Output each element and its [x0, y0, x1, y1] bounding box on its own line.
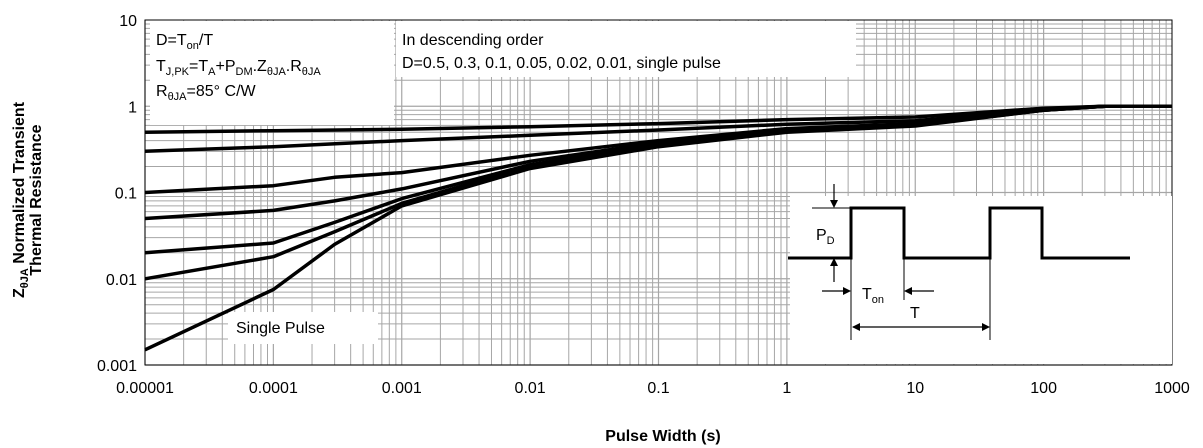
x-tick-label: 0.1: [647, 380, 669, 397]
pd-arrowhead-bottom: [830, 258, 838, 266]
pulse-waveform: [788, 206, 1130, 260]
ton-arrowhead-left: [843, 287, 851, 295]
x-tick-label: 100: [1030, 380, 1057, 397]
x-axis-title: Pulse Width (s): [605, 428, 720, 445]
t-arrowhead-right: [982, 323, 990, 331]
y-axis-title-line-2: Thermal Resistance: [28, 124, 45, 275]
ton-label: Ton: [862, 286, 884, 306]
series-line-7: [144, 104, 1172, 352]
y-tick-label: 10: [119, 13, 137, 30]
single-pulse-label-box: Single Pulse: [228, 312, 378, 344]
x-tick-label: 1000: [1154, 380, 1190, 397]
formula-box: D=Ton/T TJ,PK=TA+PDM.ZθJA.RθJA RθJA=85° …: [150, 21, 394, 125]
y-tick-label: 0.01: [106, 272, 137, 289]
y-tick-label: 0.1: [115, 186, 137, 203]
pd-label: PD: [816, 227, 835, 247]
t-label: T: [910, 305, 920, 322]
single-pulse-label: Single Pulse: [236, 320, 325, 337]
formula-line-2: TJ,PK=TA+PDM.ZθJA.RθJA: [156, 58, 321, 78]
ton-arrowhead-right: [904, 287, 912, 295]
t-arrowhead-left: [852, 323, 860, 331]
series-group: [144, 104, 1172, 352]
order-line-1: In descending order: [402, 32, 544, 49]
y-axis-title-line-1: ZθJA Normalized Transient: [11, 101, 31, 298]
x-tick-labels: 0.00001 0.0001 0.001 0.01 0.1 1 10 100 1000: [116, 380, 1190, 397]
order-line-2: D=0.5, 0.3, 0.1, 0.05, 0.02, 0.01, singl…: [402, 55, 721, 72]
x-tick-label: 0.0001: [249, 380, 298, 397]
y-tick-labels: 0.001 0.01 0.1 1 10: [97, 13, 137, 375]
x-tick-label: 0.00001: [116, 380, 174, 397]
order-box: In descending order D=0.5, 0.3, 0.1, 0.0…: [396, 21, 856, 77]
x-tick-label: 0.001: [382, 380, 422, 397]
formula-line-3: RθJA=85° C/W: [156, 83, 257, 103]
pd-arrowhead-top: [830, 200, 838, 208]
x-tick-label: 0.01: [515, 380, 546, 397]
x-tick-label: 10: [906, 380, 924, 397]
y-axis-title: ZθJA Normalized Transient Thermal Resist…: [11, 101, 45, 298]
y-tick-label: 1: [128, 99, 137, 116]
pulse-inset: PD Ton T: [788, 184, 1172, 364]
x-tick-label: 1: [782, 380, 791, 397]
y-tick-label: 0.001: [97, 358, 137, 375]
formula-line-1: D=Ton/T: [156, 32, 213, 52]
